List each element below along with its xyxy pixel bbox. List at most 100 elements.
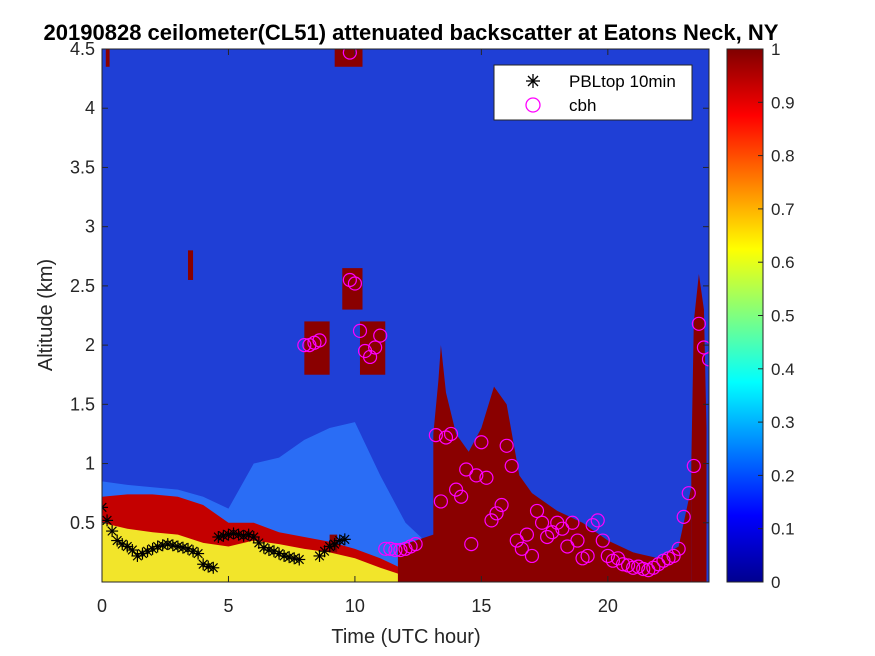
cbh-point: [590, 513, 605, 528]
plot-frame: [101, 48, 710, 583]
heatmap-background: [102, 49, 709, 582]
cbh-point: [499, 438, 514, 453]
pbltop-point: [146, 542, 159, 555]
colorbar-tick-label: 0.4: [771, 360, 795, 379]
y-tick-label: 3.5: [70, 157, 95, 177]
y-tick-label: 3: [85, 217, 95, 237]
cbh-point: [373, 328, 388, 343]
legend-entry-pbltop: PBLtop 10min: [526, 72, 676, 91]
pbltop-point: [187, 545, 200, 558]
cbh-point: [615, 557, 631, 572]
colorbar-tick-label: 0.5: [771, 307, 795, 326]
cbh-point: [484, 513, 499, 528]
cbh-point: [443, 426, 459, 442]
y-axis-label: Altitude (km): [35, 259, 57, 371]
pbltop-point: [338, 533, 351, 546]
legend-entry-cbh: cbh: [525, 96, 596, 115]
pbltop-point: [257, 541, 270, 554]
cbh-point: [580, 548, 595, 564]
pbltop-point: [192, 547, 205, 560]
y-tick-label: 2: [85, 335, 95, 355]
cbh-point: [464, 536, 479, 552]
cbh-point: [646, 560, 661, 575]
cbh-point: [691, 316, 706, 331]
pbltop-point: [267, 545, 280, 558]
x-tick-label: 5: [223, 596, 233, 616]
cloud-patch: [342, 268, 363, 310]
cbh-point: [479, 470, 494, 485]
cbh-point: [514, 541, 529, 556]
colorbar-tick-label: 0.9: [771, 93, 795, 112]
cbh-point: [474, 435, 489, 450]
cloud-patch: [187, 250, 194, 280]
cbh-point: [671, 541, 686, 556]
cbh-point: [454, 489, 469, 504]
pbltop-point: [323, 540, 336, 553]
legend: PBLtop 10min cbh: [493, 64, 693, 121]
cbh-point: [600, 548, 615, 564]
colorbar-tick-label: 0.2: [771, 466, 795, 485]
pbltop-point: [102, 501, 108, 514]
cbh-point: [701, 352, 709, 367]
x-tick-label: 10: [345, 596, 365, 616]
y-tick-label: 4: [85, 98, 95, 118]
y-tick-label: 1: [85, 454, 95, 474]
pbltop-point: [232, 528, 245, 541]
cbh-point: [524, 548, 540, 564]
pbltop-point: [116, 538, 129, 551]
cbh-point: [347, 276, 363, 291]
colorbar-tick-label: 0.3: [771, 413, 795, 432]
cbh-point: [378, 541, 393, 556]
cbh-point: [636, 561, 651, 577]
cbh-point: [388, 542, 403, 558]
cbh-point: [534, 515, 550, 530]
cbh-point: [469, 468, 484, 483]
cbh-point: [393, 542, 408, 558]
legend-label: cbh: [569, 96, 596, 115]
pbltop-point: [242, 528, 255, 541]
y-tick-label: 1.5: [70, 394, 95, 414]
legend-circle-marker: [525, 97, 541, 113]
cbh-point: [626, 560, 641, 575]
cbh-point: [585, 518, 600, 533]
cbh-point: [676, 509, 691, 524]
legend-label: PBLtop 10min: [569, 72, 676, 91]
x-tick-label: 15: [471, 596, 491, 616]
x-axis: 0 5 10 15 20: [97, 49, 618, 616]
y-tick-label: 2.5: [70, 276, 95, 296]
cbh-point: [342, 272, 357, 288]
colorbar-tick-label: 0.8: [771, 147, 795, 166]
legend-asterisk-marker: [526, 74, 540, 88]
pbltop-point: [126, 544, 139, 557]
x-tick-label: 20: [598, 596, 618, 616]
cbh-point: [666, 548, 681, 564]
cbh-point: [362, 349, 378, 365]
pbltop-point: [197, 558, 210, 571]
cloud-region: [397, 345, 692, 582]
chart-title: 20190828 ceilometer(CL51) attenuated bac…: [44, 20, 779, 45]
cbh-point: [681, 486, 696, 501]
x-axis-label: Time (UTC hour): [331, 626, 480, 648]
cbh-point: [494, 497, 509, 513]
pbltop-point: [247, 530, 260, 543]
colorbar: 0 0.1 0.2 0.3 0.4 0.5 0.6 0.7 0.8 0.9 1: [726, 40, 795, 592]
cbh-point: [312, 333, 327, 348]
colorbar-gradient: [726, 48, 764, 583]
colorbar-tick-label: 0.6: [771, 253, 795, 272]
pbltop-point: [106, 525, 119, 538]
y-tick-label: 4.5: [70, 39, 95, 59]
pbltop-point: [207, 561, 220, 574]
colorbar-ticks: 0 0.1 0.2 0.3 0.4 0.5 0.6 0.7 0.8 0.9 1: [758, 40, 795, 592]
cloud-patch: [105, 49, 110, 67]
cbh-point: [545, 525, 560, 540]
cbh-point: [428, 428, 443, 443]
colorbar-tick-label: 0: [771, 573, 780, 592]
cbh-point: [519, 527, 535, 542]
pbltop-point: [273, 547, 286, 560]
cbh-point: [570, 533, 585, 548]
colorbar-tick-label: 1: [771, 40, 780, 59]
cbh-point: [565, 515, 580, 530]
cloud-region: [691, 274, 707, 582]
legend-box: [493, 64, 693, 121]
cbh-point: [696, 340, 709, 355]
